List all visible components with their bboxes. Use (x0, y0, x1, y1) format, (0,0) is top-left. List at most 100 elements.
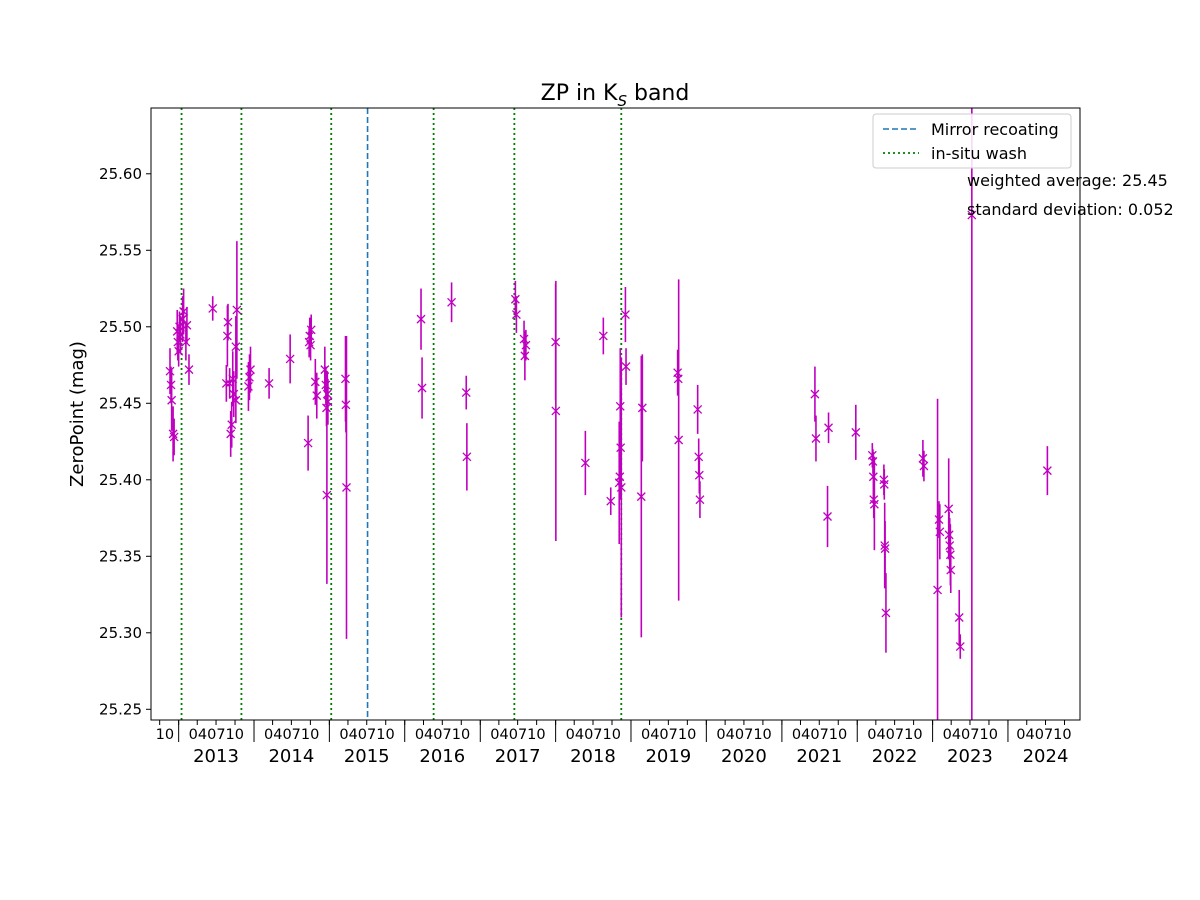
y-tick-label: 25.45 (99, 394, 142, 412)
point-marker-stroke (933, 585, 943, 595)
data-point (227, 420, 237, 430)
point-marker-stroke (695, 495, 705, 505)
data-point (521, 340, 531, 350)
data-point (223, 317, 233, 327)
point-marker-stroke (174, 346, 184, 356)
point-marker-stroke (285, 354, 295, 364)
point-marker-stroke (264, 378, 274, 388)
data-point (934, 515, 944, 525)
x-year-label: 2024 (1023, 746, 1069, 767)
point-marker-stroke (934, 515, 944, 525)
chart-title-subscript: S (617, 92, 627, 110)
point-marker-stroke (598, 331, 608, 341)
x-month-labels: 040710 (339, 727, 394, 743)
x-month-labels: 040710 (264, 727, 319, 743)
x-year-label: 2015 (344, 746, 390, 767)
x-year-label: 2014 (268, 746, 314, 767)
point-marker-stroke (462, 452, 472, 462)
data-point (165, 366, 175, 376)
data-point (306, 325, 316, 335)
x-year-label: 2018 (570, 746, 616, 767)
point-marker-stroke (636, 492, 646, 502)
point-marker-stroke (615, 401, 625, 411)
data-point (447, 297, 457, 307)
data-point (955, 642, 965, 652)
x-month-labels: 040710 (716, 727, 771, 743)
data-point (598, 331, 608, 341)
data-point (811, 434, 821, 443)
data-point (285, 354, 295, 364)
legend-box (872, 113, 1072, 169)
point-marker-stroke (868, 472, 878, 482)
data-point (520, 351, 530, 361)
data-point (182, 320, 192, 330)
legend-mirror-label: Mirror recoating (931, 120, 1059, 139)
data-point (461, 388, 471, 398)
data-point (231, 342, 241, 352)
x-month-labels: 040710 (1016, 727, 1071, 743)
data-point (245, 372, 254, 382)
data-point (184, 365, 194, 375)
point-marker-stroke (520, 351, 530, 361)
point-marker-stroke (323, 397, 333, 407)
point-marker-stroke (879, 479, 889, 489)
x-month-labels: 040710 (415, 727, 470, 743)
data-point (264, 378, 274, 388)
point-marker-stroke (823, 512, 832, 521)
x-month-labels: 040710 (641, 727, 696, 743)
x-month-labels: 040710 (490, 727, 545, 743)
data-point (551, 406, 561, 416)
standard-deviation-annotation: standard deviation: 0.052 (967, 200, 1174, 219)
data-point (674, 435, 684, 445)
data-point (967, 210, 977, 220)
y-tick-label: 25.35 (99, 547, 142, 565)
plot-frame (150, 107, 1081, 721)
data-point (226, 429, 236, 439)
point-marker-stroke (226, 429, 236, 439)
point-marker-stroke (615, 472, 625, 482)
data-point (417, 383, 427, 393)
data-point (167, 395, 177, 405)
data-point (310, 377, 320, 387)
data-point (510, 294, 520, 304)
x-month-labels: 040710 (189, 727, 244, 743)
point-marker-stroke (168, 429, 178, 439)
data-points (165, 108, 1052, 720)
x-year-label: 2019 (645, 746, 691, 767)
point-marker-stroke (621, 362, 631, 372)
point-marker-stroke (521, 340, 531, 350)
point-marker-stroke (919, 461, 929, 471)
point-marker-stroke (869, 499, 879, 509)
x-year-label: 2021 (796, 746, 842, 767)
point-marker-stroke (184, 365, 194, 375)
point-marker-stroke (231, 342, 241, 352)
data-point (174, 346, 184, 356)
point-marker-stroke (519, 334, 529, 344)
data-point (824, 423, 834, 433)
point-marker-stroke (169, 432, 179, 442)
point-marker-stroke (810, 389, 820, 399)
point-marker-stroke (245, 372, 254, 382)
point-marker-stroke (182, 320, 192, 330)
point-marker-stroke (416, 314, 426, 324)
data-point (851, 427, 861, 437)
data-point (946, 565, 956, 575)
point-marker-stroke (967, 210, 977, 220)
x-month-labels: 040710 (867, 727, 922, 743)
data-point (342, 482, 351, 492)
data-point (322, 490, 332, 500)
data-point (208, 303, 218, 313)
point-marker-stroke (310, 377, 320, 387)
point-marker-stroke (551, 406, 561, 416)
data-point (246, 365, 255, 375)
x-year-label: 2013 (193, 746, 239, 767)
data-point (919, 461, 929, 471)
data-point (944, 504, 954, 514)
data-point (519, 334, 529, 344)
data-point (231, 395, 241, 405)
data-point (695, 495, 705, 505)
point-marker-stroke (510, 294, 520, 304)
point-marker-stroke (620, 310, 630, 320)
legend-wash-label: in-situ wash (931, 144, 1027, 163)
